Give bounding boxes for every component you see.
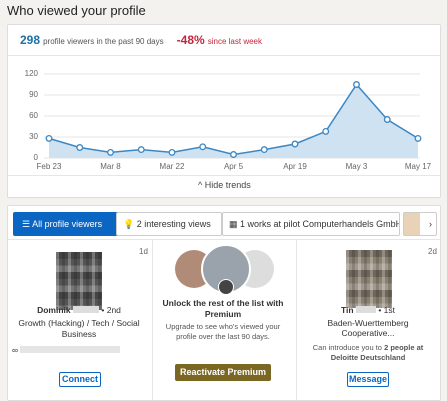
- point: [137, 146, 145, 154]
- intro: Can introduce you to: [312, 343, 382, 352]
- connect-button[interactable]: Connect: [59, 372, 101, 387]
- point: [199, 143, 207, 151]
- viewer: Dominik • 2nd Growth (Hacking) / Tech / …: [12, 305, 146, 355]
- tab[interactable]: ☰ All profile viewers: [13, 212, 119, 236]
- divider: [296, 240, 297, 400]
- headline: Growth (Hacking) / Tech / Social Busines…: [18, 318, 140, 339]
- headline: Baden-Wuerttemberg Cooperative...: [327, 318, 409, 338]
- chart: 0 30 60 90 120 Feb 23 Mar 8 Mar 22 Apr 5 Apr 19 Ma…: [25, 69, 432, 171]
- premium-text: Upgrade to see who's viewed your profile…: [165, 322, 281, 341]
- x-tick-label: Apr 5: [224, 162, 244, 171]
- point: [291, 140, 299, 148]
- x-tick-label: Apr 19: [283, 162, 307, 171]
- y-tick-label: 60: [29, 111, 38, 120]
- y-tick-label: 0: [34, 153, 39, 162]
- point: [168, 148, 176, 156]
- x-tick-label: May 3: [346, 162, 368, 171]
- premium-title: Unlock the rest of the list with Premium: [162, 298, 284, 319]
- avatar: [56, 252, 102, 310]
- premium-button[interactable]: Reactivate Premium: [175, 364, 271, 381]
- message-button[interactable]: Message: [347, 372, 389, 387]
- hide-trends[interactable]: ^ Hide trends: [198, 180, 251, 190]
- lock: [218, 279, 234, 295]
- x-tick-label: May 17: [405, 162, 432, 171]
- point: [414, 134, 422, 142]
- tab-next[interactable]: ›: [403, 212, 437, 236]
- x-tick-label: Feb 23: [37, 162, 62, 171]
- divider: [8, 175, 440, 176]
- tab-label[interactable]: 1 works at pilot Computerhandels GmbH: [240, 219, 400, 229]
- degree: • 1st: [378, 305, 396, 315]
- x-tick-label: Mar 22: [160, 162, 185, 171]
- point: [76, 144, 84, 151]
- tab[interactable]: ▦ 1 works at pilot Computerhandels GmbH: [222, 212, 400, 236]
- time: 2d: [428, 247, 437, 256]
- point: [322, 127, 330, 135]
- divider: [152, 240, 153, 400]
- y-tick-label: 90: [29, 90, 38, 99]
- avatar: [346, 250, 392, 308]
- change-label: since last week: [207, 37, 262, 46]
- viewer-count: 298: [20, 33, 41, 47]
- y-tick-label: 120: [25, 69, 39, 78]
- y-tick-label: 30: [29, 132, 38, 141]
- hide-trends-label[interactable]: Hide trends: [204, 180, 251, 190]
- tab[interactable]: 💡 2 interesting views: [116, 212, 222, 236]
- divider: [8, 239, 440, 240]
- tab-label[interactable]: 2 interesting views: [136, 219, 211, 229]
- tab-label[interactable]: All profile viewers: [32, 219, 103, 229]
- title: Who viewed your profile: [7, 3, 146, 18]
- x-tick-label: Mar 8: [100, 162, 121, 171]
- point: [107, 148, 114, 156]
- viewer-label: profile viewers in the past 90 days: [43, 37, 164, 46]
- point: [260, 146, 268, 154]
- area: [49, 84, 418, 158]
- name[interactable]: Dominik: [37, 305, 71, 315]
- intro-company: 2 people at Deloitte Deutschland: [330, 343, 424, 362]
- stats: 298 profile viewers in the past 90 days …: [20, 33, 262, 47]
- divider: [8, 55, 440, 56]
- point: [45, 134, 53, 142]
- name[interactable]: Tin: [340, 305, 354, 315]
- time: 1d: [139, 247, 148, 256]
- point: [383, 116, 391, 123]
- point: [230, 151, 237, 158]
- point: [353, 81, 360, 88]
- viewer: Tin • 1st Baden-Wuerttemberg Cooperative…: [300, 305, 436, 363]
- degree: • 2nd: [101, 305, 121, 315]
- change: -48%: [176, 33, 205, 47]
